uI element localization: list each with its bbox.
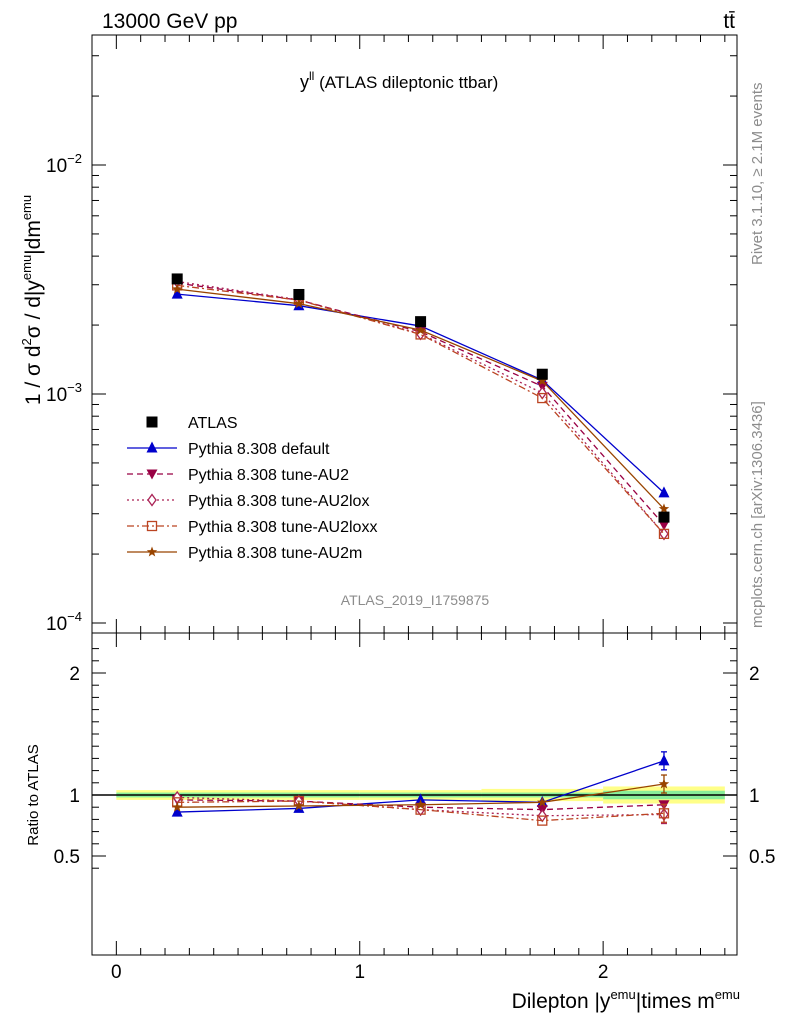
data-point-AU2loxx — [658, 528, 670, 540]
ratio-point-default — [658, 754, 670, 766]
main-y-axis-label: 1 / σ d2σ / d|yemu|dmemu — [19, 195, 45, 405]
data-point-AU2m — [537, 375, 548, 386]
legend-label-ATLAS: ATLAS — [188, 415, 238, 432]
ratio-y-tick-label-left: 2 — [69, 664, 80, 685]
header-energy-label: 13000 GeV pp — [102, 10, 237, 33]
series-line-AU2 — [177, 282, 665, 526]
data-point-ATLAS — [293, 288, 305, 300]
main-y-tick-label: 10−3 — [46, 380, 82, 406]
ratio-y-tick-label-right: 1 — [749, 786, 760, 807]
ratio-point-AU2m — [537, 796, 548, 807]
ratio-y-tick-label-left: 1 — [69, 786, 80, 807]
legend: ATLAS Pythia 8.308 default Pythia 8.308 tu… — [127, 415, 377, 562]
legend-marker-AU2 — [146, 469, 158, 480]
data-point-AU2m — [171, 283, 183, 294]
x-tick-label: 0 — [111, 962, 122, 983]
ratio-plot-frame — [91, 632, 738, 956]
data-point-AU2 — [658, 520, 670, 531]
data-point-AU2m — [293, 298, 305, 309]
ratio-point-AU2loxx — [658, 808, 670, 819]
data-point-default — [658, 486, 670, 498]
legend-label-AU2loxx: Pythia 8.308 tune-AU2loxx — [188, 519, 377, 536]
data-point-ATLAS — [415, 316, 427, 328]
legend-label-AU2: Pythia 8.308 tune-AU2 — [188, 467, 349, 484]
plot-title: yll (ATLAS dileptonic ttbar) — [300, 69, 498, 92]
data-point-AU2m — [658, 503, 670, 514]
x-axis-label: Dilepton |yemu|times memu — [512, 987, 740, 1013]
ratio-uncertainty-bands — [92, 786, 737, 804]
x-tick-label: 1 — [354, 962, 365, 983]
data-point-AU2loxx — [537, 392, 548, 404]
legend-marker-default — [146, 441, 158, 453]
rivet-version-label: Rivet 3.1.10, ≥ 2.1M events — [749, 83, 766, 266]
series-line-AU2lox — [177, 280, 665, 535]
ratio-series — [171, 751, 670, 826]
ratio-point-AU2m — [658, 778, 670, 789]
mcplots-label: mcplots.cern.ch [arXiv:1306.3436] — [749, 401, 766, 628]
ratio-y-axis-label: Ratio to ATLAS — [25, 744, 42, 845]
ratio-point-default — [171, 805, 183, 817]
legend-label-AU2m: Pythia 8.308 tune-AU2m — [188, 545, 362, 562]
x-tick-label: 2 — [598, 962, 609, 983]
ratio-y-tick-label-left: 0.5 — [54, 847, 80, 868]
data-point-AU2m — [415, 324, 426, 335]
main-plot-frame — [91, 34, 738, 634]
data-point-ATLAS — [536, 368, 548, 380]
data-point-ATLAS — [658, 511, 670, 523]
data-point-default — [171, 287, 183, 299]
ratio-point-AU2m — [171, 801, 183, 812]
ratio-y-tick-label-right: 0.5 — [749, 847, 775, 868]
legend-marker-ATLAS — [146, 416, 158, 428]
ratio-line-AU2loxx — [177, 800, 665, 822]
ratio-axis-ticks: 0.5 0.5 1 1 2 2 0 1 2 — [54, 633, 775, 983]
ratio-point-AU2m — [415, 799, 426, 810]
legend-marker-AU2m — [146, 546, 158, 557]
data-point-ATLAS — [171, 273, 183, 285]
legend-label-default: Pythia 8.308 default — [188, 441, 330, 458]
legend-marker-AU2loxx — [146, 520, 158, 532]
ratio-y-tick-label-right: 2 — [749, 664, 760, 685]
ratio-point-default — [415, 793, 427, 805]
ratio-point-AU2m — [293, 800, 305, 811]
ratio-point-AU2loxx — [537, 815, 548, 826]
legend-label-AU2lox: Pythia 8.308 tune-AU2lox — [188, 493, 369, 510]
main-y-tick-label: 10−4 — [46, 609, 82, 635]
ratio-line-AU2lox — [177, 796, 664, 817]
header-process-label: tt̄ — [723, 10, 735, 33]
legend-marker-AU2lox — [147, 493, 157, 507]
series-line-AU2loxx — [177, 284, 665, 535]
main-series — [171, 273, 670, 541]
analysis-id-label: ATLAS_2019_I1759875 — [341, 592, 490, 608]
main-axis-ticks: 10−4 10−3 10−2 — [46, 35, 737, 635]
main-y-tick-label: 10−2 — [46, 151, 82, 177]
